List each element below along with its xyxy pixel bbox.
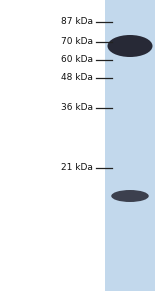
Text: 21 kDa: 21 kDa [61, 164, 93, 173]
Bar [105, 0, 155, 291]
Text: 70 kDa: 70 kDa [61, 38, 93, 47]
Text: 48 kDa: 48 kDa [61, 74, 93, 83]
Text: 87 kDa: 87 kDa [61, 17, 93, 26]
Ellipse shape [111, 190, 149, 202]
Ellipse shape [108, 35, 152, 57]
Text: 60 kDa: 60 kDa [61, 56, 93, 65]
Text: 36 kDa: 36 kDa [61, 104, 93, 113]
